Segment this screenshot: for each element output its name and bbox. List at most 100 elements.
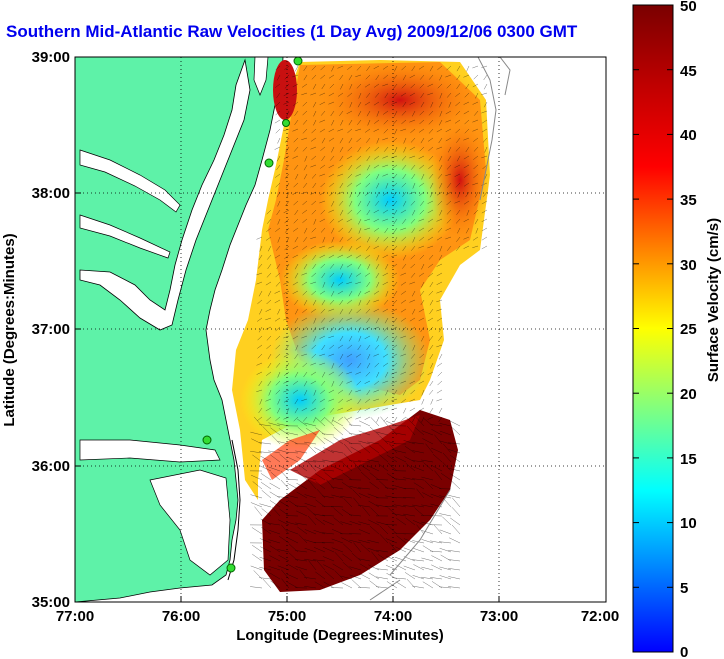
velocity-arrow [446,200,452,206]
velocity-arrow [409,398,416,402]
y-tick-label: 38:00 [32,185,70,202]
velocity-arrow [351,552,362,562]
velocity-arrow [321,137,326,144]
velocity-arrow [412,209,416,216]
velocity-arrow [303,74,308,81]
velocity-arrow [293,380,299,385]
velocity-arrow [412,308,416,315]
velocity-arrow [326,479,335,490]
velocity-arrow [474,191,479,198]
velocity-arrow [303,263,308,270]
velocity-arrow [328,173,335,178]
velocity-arrow [302,146,308,152]
velocity-arrow [281,524,290,535]
velocity-arrow [481,245,488,250]
velocity-arrow [286,521,299,526]
velocity-arrow [259,424,272,427]
velocity-arrow [310,362,317,366]
velocity-arrow [392,164,398,169]
y-axis-label: Latitude (Degrees:Minutes) [1,233,18,426]
velocity-arrow [358,299,362,306]
velocity-arrow [250,565,263,571]
velocity-arrow [279,508,290,517]
velocity-arrow [411,173,416,180]
velocity-arrow [357,344,362,351]
velocity-arrow [411,227,416,234]
velocity-arrow [358,493,371,499]
velocity-arrow [454,173,461,177]
velocity-arrow [481,119,488,124]
velocity-arrow [427,416,434,420]
colorbar-tick-label: 25 [680,321,697,338]
velocity-arrow [400,92,407,97]
velocity-arrow [348,137,353,144]
velocity-arrow [356,317,362,322]
velocity-arrow [405,463,416,472]
velocity-arrow [373,209,380,214]
velocity-arrow [400,371,407,375]
velocity-arrow [320,65,326,71]
velocity-arrow [429,281,434,288]
velocity-arrow [337,128,344,132]
velocity-arrow [368,572,380,580]
velocity-arrow [294,164,299,170]
velocity-arrow [297,471,308,481]
velocity-arrow [409,119,416,123]
velocity-arrow [316,488,326,499]
velocity-arrow [373,290,380,295]
velocity-arrow [463,218,470,222]
velocity-arrow [473,74,479,80]
velocity-arrow [365,146,371,152]
velocity-arrow [448,442,461,445]
velocity-arrow [340,521,353,526]
velocity-arrow [301,137,308,141]
velocity-arrow [333,436,344,445]
velocity-arrow [293,416,299,422]
velocity-arrow [302,110,308,116]
velocity-arrow [421,430,434,436]
velocity-field [232,60,490,592]
velocity-arrow [346,371,353,375]
velocity-arrow [382,407,389,411]
velocity-arrow [437,371,443,377]
velocity-arrow [328,101,335,105]
velocity-arrow [281,569,290,580]
velocity-arrow [286,573,299,580]
velocity-arrow [283,416,290,420]
velocity-arrow [339,308,344,315]
velocity-arrow [412,575,425,580]
velocity-arrow [446,92,452,98]
velocity-arrow [427,317,434,322]
velocity-arrow [448,468,461,472]
velocity-arrow [329,344,335,350]
velocity-arrow [292,290,299,294]
velocity-arrow [400,227,407,231]
velocity-arrow [384,92,389,99]
velocity-arrow [415,417,425,427]
velocity-arrow [268,389,272,396]
velocity-arrow [320,164,326,169]
velocity-arrow [409,299,416,303]
velocity-arrow [373,155,380,160]
velocity-arrow [383,110,389,115]
velocity-arrow [331,465,344,472]
velocity-arrow [378,463,389,472]
velocity-arrow [319,290,326,295]
velocity-arrow [393,218,398,225]
velocity-arrow [427,227,434,232]
velocity-arrow [464,173,470,178]
velocity-arrow [391,254,398,258]
velocity-arrow [358,539,371,544]
velocity-arrow [447,182,452,188]
velocity-arrow [418,227,425,232]
velocity-arrow [310,191,317,195]
velocity-arrow [374,92,380,98]
velocity-arrow [277,407,281,414]
velocity-arrow [351,579,362,589]
velocity-arrow [287,483,299,490]
velocity-arrow [386,454,398,463]
velocity-arrow [374,227,380,232]
velocity-arrow [393,335,398,341]
velocity-arrow [349,200,353,207]
velocity-arrow [313,559,326,562]
